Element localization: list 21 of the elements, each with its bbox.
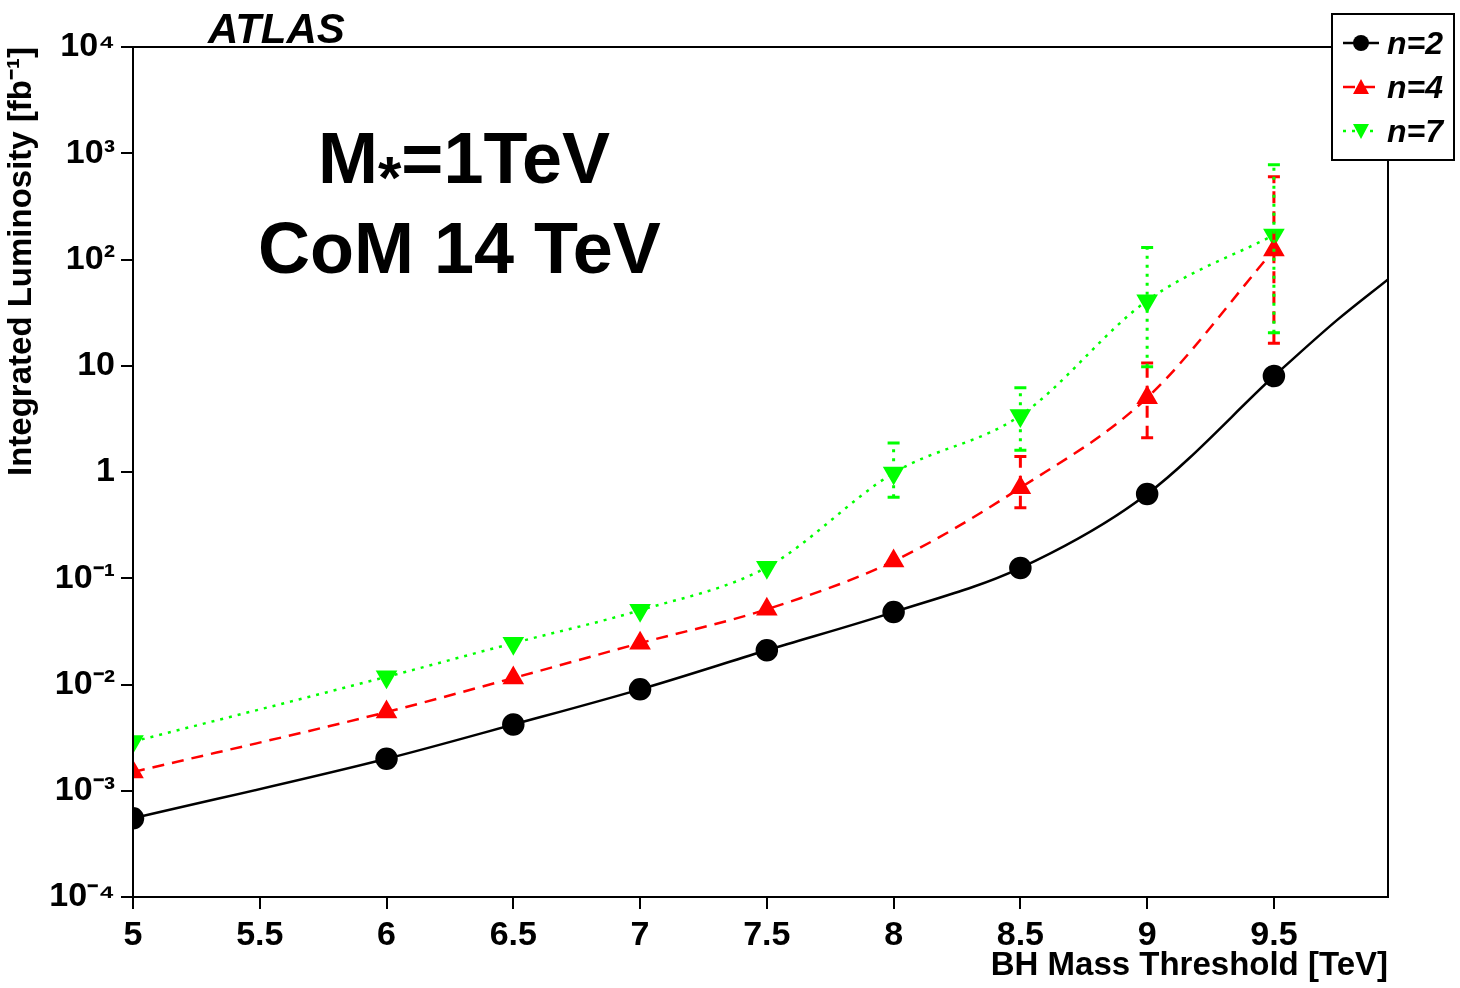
x-tick-label: 6 xyxy=(377,913,396,952)
legend-label: n=4 xyxy=(1386,68,1443,106)
x-tick-label: 5.5 xyxy=(236,913,284,952)
y-tick-label: 10² xyxy=(65,237,115,276)
x-tick-label: 6.5 xyxy=(489,913,537,952)
y-axis-title: Integrated Luminosity [fb⁻¹] xyxy=(0,47,38,476)
x-tick-label: 7 xyxy=(630,913,650,952)
y-tick-label: 10⁴ xyxy=(60,25,115,64)
x-tick-label: 7.5 xyxy=(743,913,791,952)
y-tick-label: 1 xyxy=(96,450,115,489)
y-tick-label: 10⁻¹ xyxy=(54,556,115,595)
y-tick-label: 10 xyxy=(77,344,115,383)
x-tick-label: 5 xyxy=(123,913,143,952)
legend-label: n=7 xyxy=(1386,112,1443,150)
y-tick-label: 10³ xyxy=(65,131,115,170)
legend-label: n=2 xyxy=(1386,24,1443,62)
y-tick-label: 10⁻³ xyxy=(54,769,115,808)
y-tick-label: 10⁻² xyxy=(54,662,115,701)
y-tick-label: 10⁻⁴ xyxy=(49,875,115,914)
x-tick-label: 8 xyxy=(884,913,904,952)
annotation: ATLAS xyxy=(208,5,345,53)
